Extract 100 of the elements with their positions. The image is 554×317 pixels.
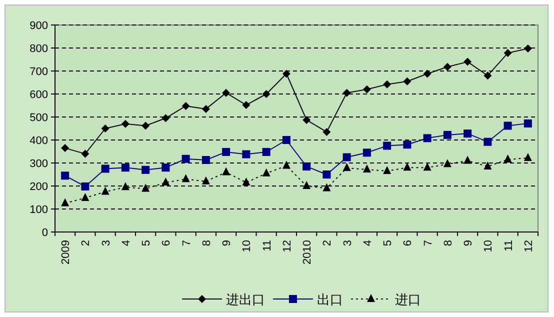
point	[484, 72, 492, 80]
y-tick-label: 300	[30, 158, 48, 170]
point	[182, 174, 190, 182]
point	[504, 122, 512, 130]
point	[81, 192, 90, 201]
x-tick-label: 5	[140, 240, 153, 246]
point	[61, 144, 70, 152]
legend-label: 进口	[395, 292, 421, 307]
point	[242, 178, 250, 186]
x-tick-label: 2	[80, 240, 92, 246]
y-tick-label: 400	[30, 135, 48, 147]
point	[81, 182, 90, 190]
y-tick-label: 100	[30, 204, 48, 216]
x-tick-label: 6	[402, 240, 414, 246]
point	[202, 104, 210, 113]
point	[282, 136, 290, 144]
point	[282, 70, 290, 78]
point	[222, 148, 230, 156]
point	[403, 162, 412, 171]
point	[342, 88, 351, 97]
point	[242, 150, 250, 158]
point	[162, 164, 170, 172]
point	[464, 130, 472, 138]
y-tick-label: 200	[30, 181, 48, 193]
x-tick-label: 11	[261, 240, 274, 252]
x-tick-label: 2010	[302, 240, 314, 264]
x-tick-label: 8	[442, 240, 454, 246]
point	[362, 85, 371, 94]
y-tick-label: 500	[30, 112, 48, 124]
point	[182, 154, 190, 163]
x-tick-label: 6	[160, 240, 173, 246]
legend-label: 出口	[317, 292, 343, 307]
point	[524, 44, 532, 52]
point	[81, 150, 90, 158]
point	[262, 168, 270, 176]
point	[403, 140, 412, 149]
x-tick-label: 11	[502, 240, 515, 252]
point	[322, 170, 331, 178]
point	[302, 162, 311, 170]
point	[182, 102, 190, 110]
point	[121, 182, 130, 190]
y-tick-label: 700	[30, 66, 48, 78]
point	[362, 164, 371, 172]
point	[403, 77, 412, 86]
point	[61, 198, 70, 206]
x-tick-label: 3	[342, 240, 354, 246]
point	[423, 134, 432, 142]
point	[101, 186, 110, 195]
x-tick-label: 9	[221, 240, 234, 246]
point	[443, 159, 452, 168]
x-tick-label: 7	[180, 240, 193, 246]
point	[342, 153, 351, 162]
point	[484, 161, 492, 170]
x-tick-label: 2009	[60, 240, 72, 264]
point	[504, 154, 512, 163]
point	[464, 58, 472, 66]
point	[423, 70, 432, 78]
x-tick-label: 12	[522, 240, 535, 252]
point	[484, 138, 492, 146]
point	[504, 49, 512, 58]
x-tick-label: 3	[100, 240, 112, 246]
point	[162, 114, 170, 122]
x-tick-label: 12	[281, 240, 294, 252]
point	[61, 172, 70, 180]
point	[121, 120, 130, 128]
point	[383, 142, 392, 150]
point	[262, 148, 270, 156]
point	[443, 62, 452, 71]
y-tick-label: 600	[30, 89, 48, 101]
point	[222, 88, 230, 97]
point	[443, 130, 452, 139]
point	[121, 164, 130, 172]
x-tick-label: 8	[200, 240, 213, 246]
point	[142, 184, 150, 192]
x-tick-label: 4	[120, 240, 132, 246]
y-tick-label: 800	[30, 43, 48, 55]
point	[302, 116, 311, 124]
point	[322, 183, 331, 192]
point	[142, 166, 150, 174]
x-tick-label: 10	[482, 240, 495, 252]
point	[362, 148, 371, 157]
x-tick-label: 10	[241, 240, 254, 252]
x-tick-label: 2	[322, 240, 334, 246]
point	[162, 178, 170, 186]
point	[202, 176, 210, 184]
point	[524, 152, 532, 161]
point	[202, 156, 210, 164]
legend-label: 进出口	[226, 292, 265, 307]
point	[282, 160, 290, 169]
x-tick-label: 4	[362, 240, 374, 246]
point	[383, 80, 392, 88]
point	[222, 167, 230, 176]
point	[101, 164, 110, 173]
point	[464, 156, 472, 164]
point	[423, 162, 432, 171]
point	[242, 101, 250, 110]
point	[524, 119, 532, 128]
point	[262, 90, 270, 98]
y-tick-label: 900	[30, 20, 48, 32]
x-tick-label: 7	[422, 240, 434, 246]
